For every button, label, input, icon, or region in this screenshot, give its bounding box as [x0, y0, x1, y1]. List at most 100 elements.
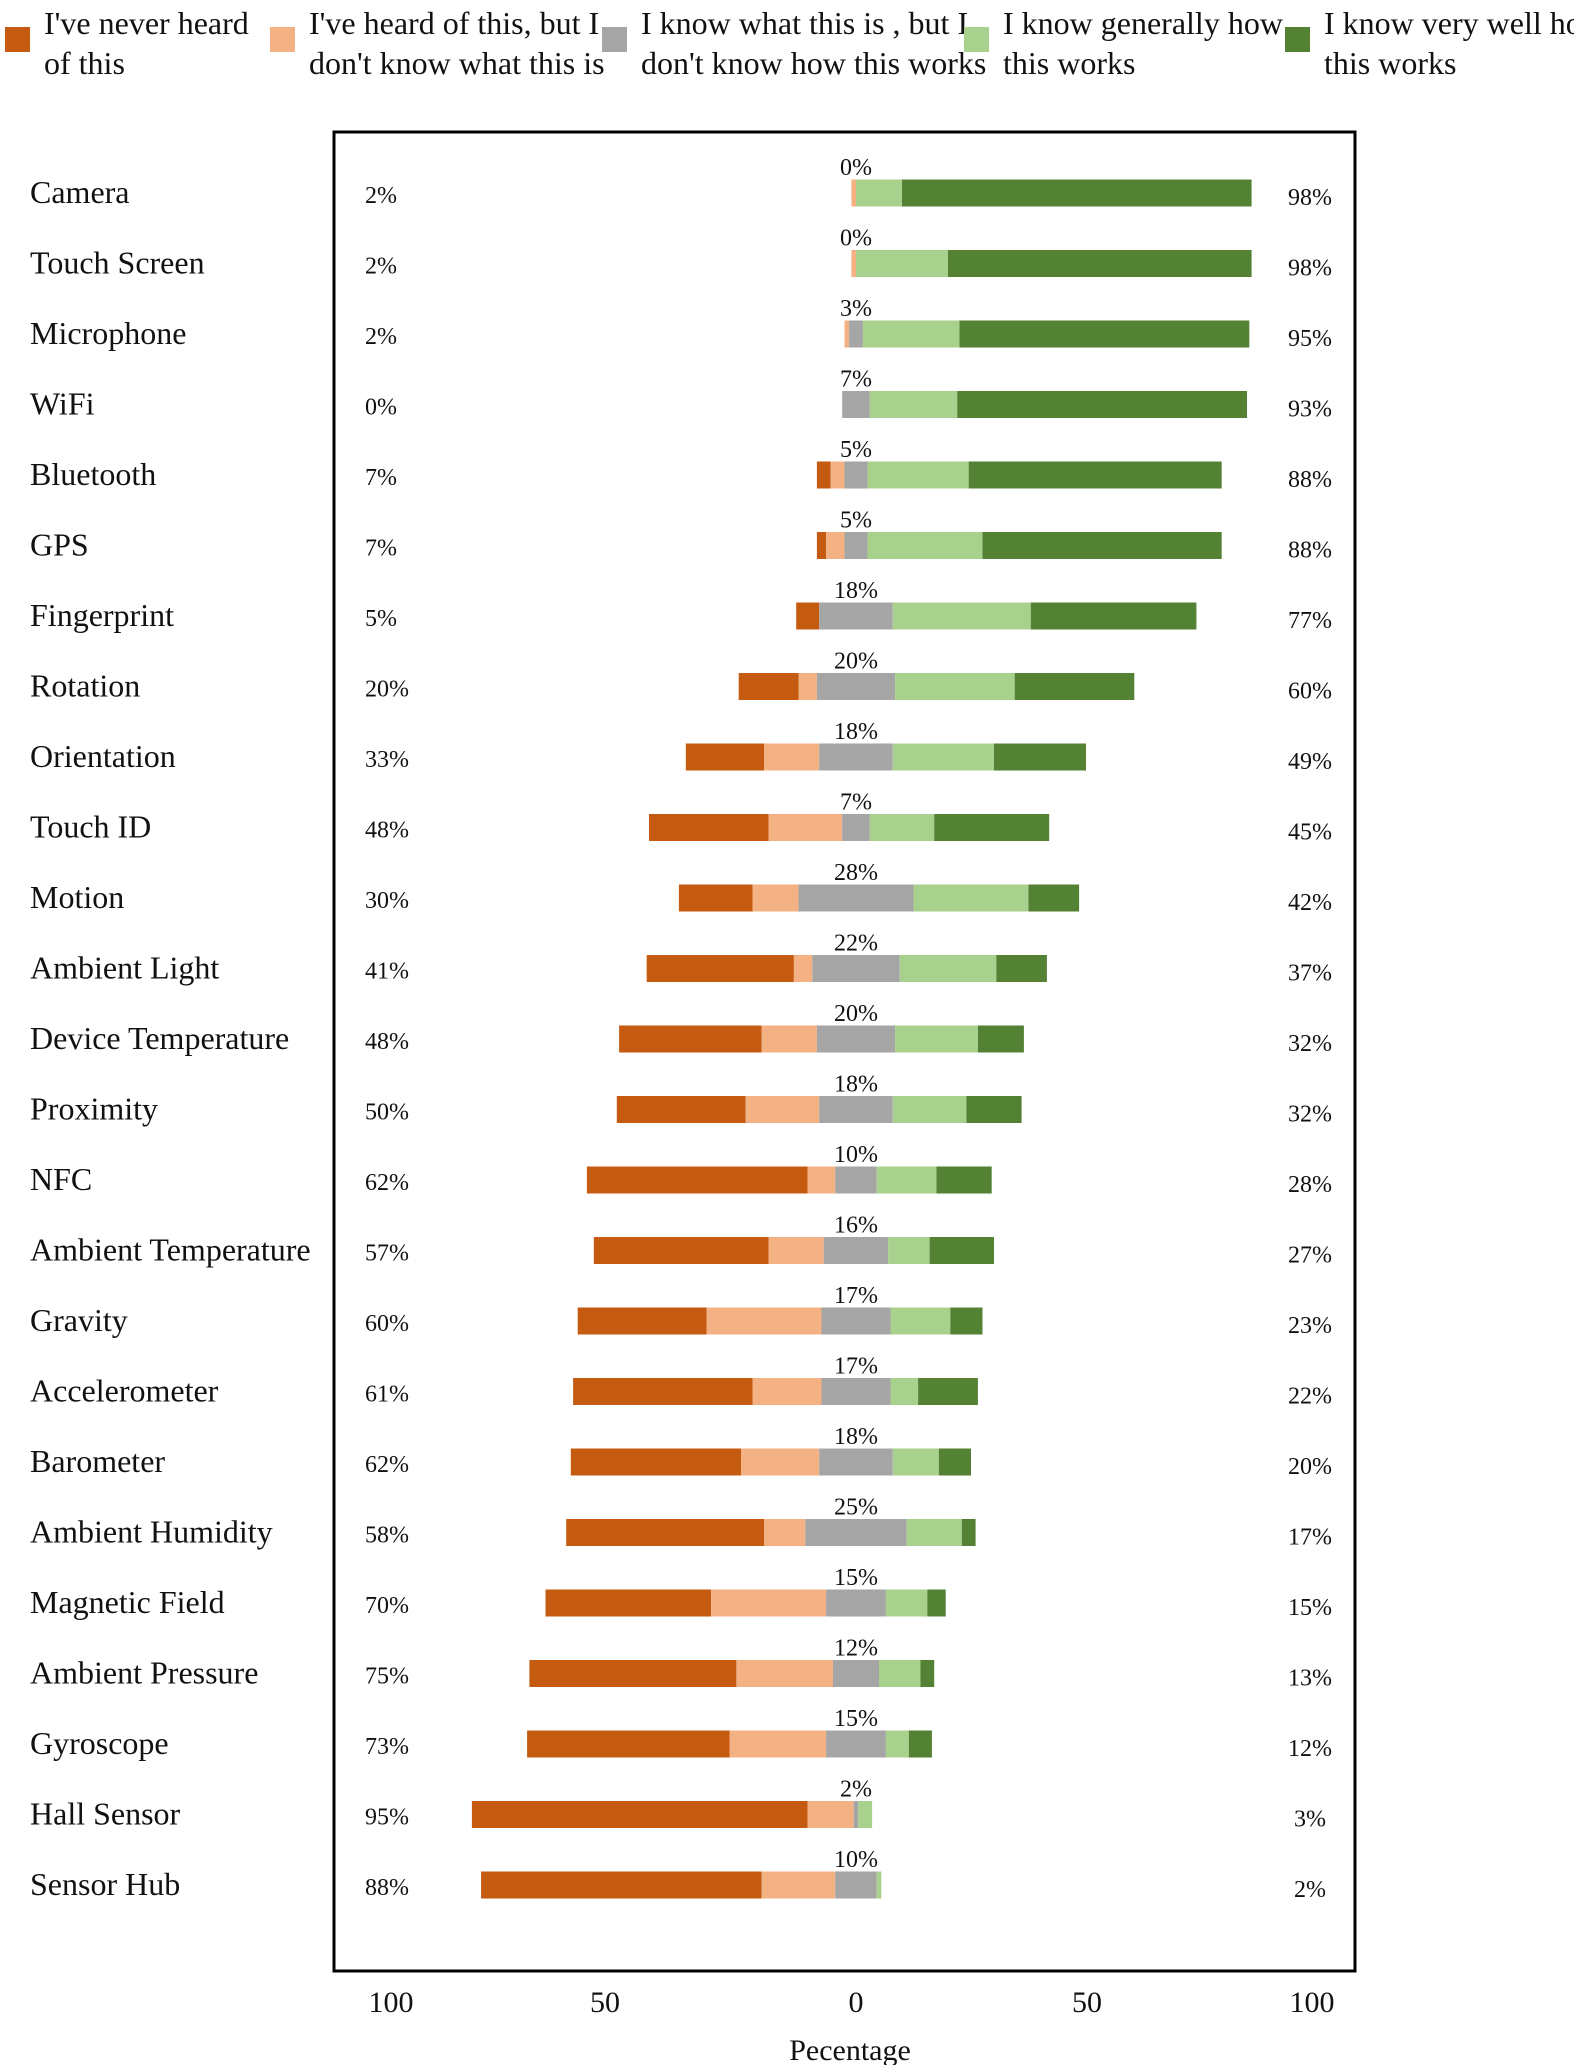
bar-segment-i-know-generally-how-thi	[899, 955, 997, 982]
x-tick-label: 50	[1072, 1986, 1102, 2019]
bar-segment-i-know-what-this-is-but-	[805, 1519, 907, 1546]
right-percent-label: 15%	[1288, 1595, 1332, 1621]
bar-segment-i-know-very-well-how-thi	[948, 250, 1252, 277]
right-percent-label: 42%	[1288, 890, 1332, 916]
row-bluetooth: Bluetooth 7% 88% 5%	[30, 437, 1332, 493]
bar-segment-i-know-what-this-is-but-	[823, 1237, 889, 1264]
category-label: Camera	[30, 174, 130, 210]
right-percent-label: 45%	[1288, 820, 1332, 846]
neutral-percent-label: 15%	[834, 1706, 878, 1732]
category-label: Orientation	[30, 738, 176, 774]
neutral-percent-label: 17%	[834, 1354, 878, 1380]
category-label: Rotation	[30, 668, 140, 704]
row-nfc: NFC 62% 28% 10%	[30, 1142, 1332, 1198]
bar-segment-i-know-what-this-is-but-	[833, 1660, 879, 1687]
left-percent-label: 30%	[365, 888, 409, 914]
legend-label: I've never heard of this	[44, 5, 249, 81]
bar-segment-i-ve-heard-of-this-but-i	[826, 532, 845, 559]
bar-segment-i-know-generally-how-thi	[892, 743, 994, 771]
neutral-percent-label: 15%	[834, 1565, 878, 1591]
right-percent-label: 95%	[1288, 326, 1332, 352]
bar-segment-i-know-very-well-how-thi	[966, 1096, 1022, 1123]
bar-segment-i-know-very-well-how-thi	[977, 1025, 1024, 1053]
bar-segment-i-know-what-this-is-but-	[798, 884, 914, 912]
left-percent-label: 2%	[365, 183, 397, 209]
bar-segment-i-know-generally-how-thi	[862, 320, 960, 348]
row-gravity: Gravity 60% 23% 17%	[30, 1283, 1332, 1339]
bar-segment-i-know-what-this-is-but-	[819, 1096, 893, 1123]
category-label: Motion	[30, 879, 124, 915]
bar-segment-i-know-very-well-how-thi	[1028, 884, 1080, 912]
category-label: Accelerometer	[30, 1373, 219, 1409]
bar-segment-i-ve-never-heard-of-this	[573, 1378, 753, 1405]
neutral-percent-label: 17%	[834, 1283, 878, 1309]
neutral-percent-label: 7%	[840, 367, 872, 393]
category-label: Fingerprint	[30, 597, 174, 633]
x-tick-label: 100	[369, 1986, 414, 2019]
x-tick-label: 50	[590, 1986, 620, 2019]
bar-segment-i-know-very-well-how-thi	[938, 1448, 971, 1476]
row-sensor-hub: Sensor Hub 88% 2% 10%	[30, 1847, 1326, 1903]
right-percent-label: 27%	[1288, 1243, 1332, 1269]
category-label: Touch Screen	[30, 245, 205, 281]
bar-segment-i-ve-never-heard-of-this	[593, 1237, 769, 1264]
row-proximity: Proximity 50% 32% 18%	[30, 1072, 1332, 1128]
row-gyroscope: Gyroscope 73% 12% 15%	[30, 1706, 1332, 1762]
left-percent-label: 7%	[365, 536, 397, 562]
bar-segment-i-know-generally-how-thi	[892, 1448, 939, 1476]
bar-segment-i-know-what-this-is-but-	[819, 743, 893, 771]
row-ambient-pressure: Ambient Pressure 75% 13% 12%	[30, 1636, 1332, 1692]
legend-item-1: I've never heard of this	[5, 5, 249, 81]
row-touch-id: Touch ID 48% 45% 7%	[30, 790, 1332, 846]
neutral-percent-label: 20%	[834, 649, 878, 675]
row-touch-screen: Touch Screen 2% 98% 0%	[30, 226, 1332, 282]
left-percent-label: 60%	[365, 1311, 409, 1337]
category-label: Bluetooth	[30, 456, 156, 492]
bar-segment-i-know-very-well-how-thi	[968, 461, 1222, 489]
left-percent-label: 75%	[365, 1664, 409, 1690]
bar-segment-i-know-very-well-how-thi	[994, 743, 1086, 771]
bar-segment-i-ve-never-heard-of-this	[566, 1519, 764, 1546]
neutral-percent-label: 0%	[840, 226, 872, 252]
legend-swatch	[602, 27, 627, 52]
left-percent-label: 62%	[365, 1170, 409, 1196]
bar-segment-i-know-very-well-how-thi	[908, 1730, 932, 1758]
category-label: Sensor Hub	[30, 1866, 180, 1902]
legend: I've never heard of this I've heard of thi…	[5, 5, 1574, 81]
right-percent-label: 12%	[1288, 1736, 1332, 1762]
bar-segment-i-know-generally-how-thi	[885, 1589, 928, 1617]
neutral-percent-label: 2%	[840, 1777, 872, 1803]
bar-segment-i-ve-never-heard-of-this	[678, 884, 753, 912]
right-percent-label: 37%	[1288, 961, 1332, 987]
category-label: Device Temperature	[30, 1020, 289, 1056]
bar-segment-i-know-what-this-is-but-	[812, 955, 900, 982]
right-percent-label: 98%	[1288, 256, 1332, 282]
bar-segment-i-know-generally-how-thi	[879, 1660, 921, 1687]
neutral-percent-label: 18%	[834, 578, 878, 604]
left-percent-label: 41%	[365, 959, 409, 985]
bar-segment-i-ve-heard-of-this-but-i	[761, 1871, 836, 1899]
bar-segment-i-know-generally-how-thi	[895, 1025, 978, 1053]
row-gps: GPS 7% 88% 5%	[30, 508, 1332, 564]
bar-segment-i-ve-never-heard-of-this	[586, 1166, 808, 1194]
bar-segment-i-know-what-this-is-but-	[826, 1589, 886, 1617]
bar-segment-i-know-generally-how-thi	[888, 1237, 930, 1264]
category-label: Hall Sensor	[30, 1796, 181, 1832]
bar-segment-i-know-generally-how-thi	[890, 1307, 951, 1335]
left-percent-label: 48%	[365, 818, 409, 844]
bar-segment-i-know-very-well-how-thi	[918, 1378, 978, 1405]
bar-segment-i-ve-heard-of-this-but-i	[752, 884, 799, 912]
category-label: GPS	[30, 527, 89, 563]
neutral-percent-label: 0%	[840, 155, 872, 181]
right-percent-label: 60%	[1288, 679, 1332, 705]
bar-segment-i-know-generally-how-thi	[885, 1730, 909, 1758]
category-label: Ambient Temperature	[30, 1232, 311, 1268]
neutral-percent-label: 3%	[840, 296, 872, 322]
bar-segment-i-know-very-well-how-thi	[959, 320, 1250, 348]
right-percent-label: 23%	[1288, 1313, 1332, 1339]
neutral-percent-label: 7%	[840, 790, 872, 816]
bar-segment-i-know-very-well-how-thi	[957, 391, 1247, 418]
